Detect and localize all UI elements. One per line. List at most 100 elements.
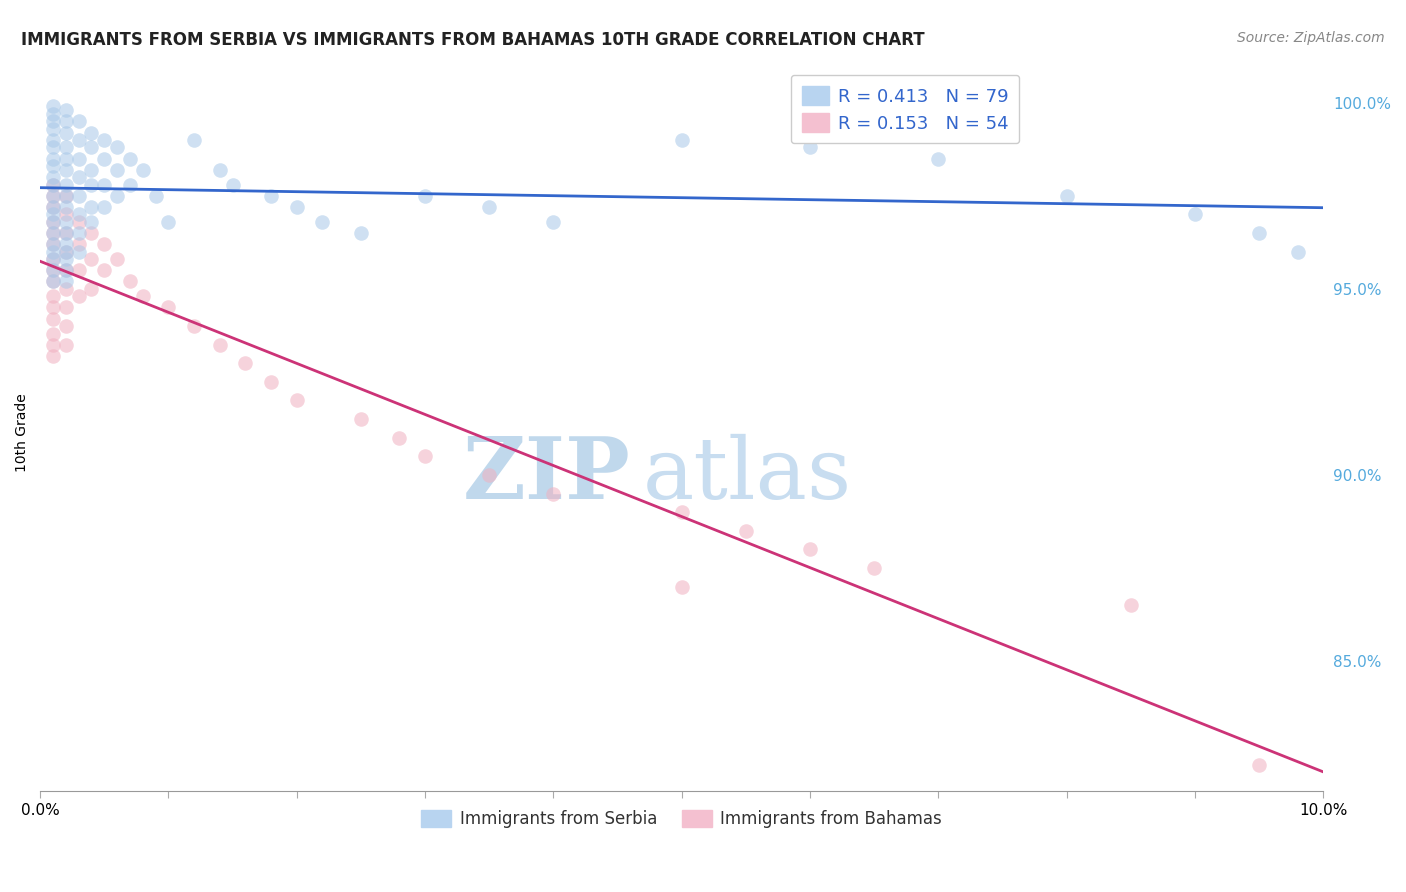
Point — [55, 282, 77, 296]
Point — [55, 200, 77, 214]
Point — [105, 162, 128, 177]
Point — [42, 252, 65, 266]
Point — [42, 244, 65, 259]
Point — [55, 226, 77, 240]
Point — [67, 289, 90, 303]
Point — [478, 200, 501, 214]
Point — [350, 226, 373, 240]
Text: atlas: atlas — [643, 434, 852, 516]
Legend: Immigrants from Serbia, Immigrants from Bahamas: Immigrants from Serbia, Immigrants from … — [415, 803, 949, 835]
Point — [1249, 758, 1271, 772]
Point — [55, 162, 77, 177]
Point — [42, 159, 65, 173]
Point — [132, 289, 155, 303]
Point — [55, 189, 77, 203]
Point — [1184, 207, 1206, 221]
Point — [93, 133, 115, 147]
Point — [221, 178, 243, 192]
Point — [413, 189, 436, 203]
Point — [543, 486, 565, 500]
Point — [350, 412, 373, 426]
Point — [42, 99, 65, 113]
Point — [67, 215, 90, 229]
Point — [311, 215, 333, 229]
Point — [927, 152, 949, 166]
Point — [55, 114, 77, 128]
Point — [208, 337, 231, 351]
Point — [55, 126, 77, 140]
Point — [42, 152, 65, 166]
Point — [55, 244, 77, 259]
Point — [235, 356, 257, 370]
Point — [671, 133, 693, 147]
Point — [67, 226, 90, 240]
Point — [105, 140, 128, 154]
Point — [42, 349, 65, 363]
Point — [42, 170, 65, 185]
Point — [55, 319, 77, 334]
Point — [55, 140, 77, 154]
Point — [42, 226, 65, 240]
Point — [42, 326, 65, 341]
Point — [67, 263, 90, 277]
Point — [55, 103, 77, 118]
Point — [1249, 226, 1271, 240]
Point — [55, 263, 77, 277]
Point — [80, 215, 103, 229]
Point — [67, 114, 90, 128]
Point — [1286, 244, 1309, 259]
Point — [799, 140, 821, 154]
Point — [42, 274, 65, 288]
Point — [55, 301, 77, 315]
Point — [67, 152, 90, 166]
Text: ZIP: ZIP — [463, 434, 630, 517]
Point — [55, 337, 77, 351]
Point — [183, 319, 205, 334]
Point — [93, 152, 115, 166]
Point — [671, 580, 693, 594]
Point — [80, 200, 103, 214]
Point — [80, 162, 103, 177]
Point — [42, 237, 65, 252]
Point — [42, 189, 65, 203]
Point — [42, 263, 65, 277]
Point — [260, 189, 283, 203]
Point — [42, 207, 65, 221]
Point — [55, 178, 77, 192]
Point — [42, 252, 65, 266]
Point — [67, 244, 90, 259]
Point — [183, 133, 205, 147]
Point — [118, 178, 141, 192]
Point — [285, 200, 308, 214]
Point — [80, 178, 103, 192]
Point — [118, 274, 141, 288]
Point — [42, 140, 65, 154]
Point — [478, 467, 501, 482]
Point — [157, 215, 180, 229]
Point — [734, 524, 756, 538]
Point — [208, 162, 231, 177]
Point — [42, 107, 65, 121]
Point — [67, 170, 90, 185]
Text: IMMIGRANTS FROM SERBIA VS IMMIGRANTS FROM BAHAMAS 10TH GRADE CORRELATION CHART: IMMIGRANTS FROM SERBIA VS IMMIGRANTS FRO… — [21, 31, 925, 49]
Point — [42, 121, 65, 136]
Point — [55, 237, 77, 252]
Point — [42, 274, 65, 288]
Point — [132, 162, 155, 177]
Point — [55, 207, 77, 221]
Point — [93, 200, 115, 214]
Point — [55, 152, 77, 166]
Point — [1056, 189, 1078, 203]
Y-axis label: 10th Grade: 10th Grade — [15, 392, 30, 472]
Point — [1119, 598, 1142, 612]
Point — [42, 114, 65, 128]
Point — [42, 226, 65, 240]
Point — [55, 215, 77, 229]
Point — [55, 263, 77, 277]
Point — [260, 375, 283, 389]
Point — [285, 393, 308, 408]
Point — [42, 178, 65, 192]
Text: Source: ZipAtlas.com: Source: ZipAtlas.com — [1237, 31, 1385, 45]
Point — [799, 542, 821, 557]
Point — [93, 178, 115, 192]
